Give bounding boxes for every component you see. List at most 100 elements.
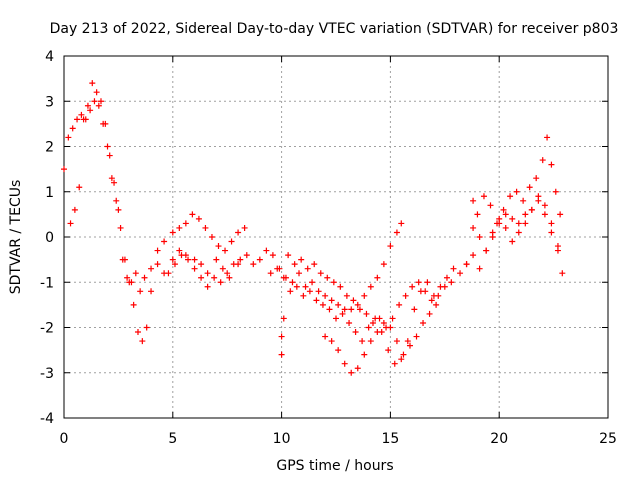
data-point: [548, 220, 555, 227]
data-point: [322, 333, 329, 340]
data-point: [119, 256, 126, 263]
data-point: [374, 274, 381, 281]
data-point: [535, 197, 542, 204]
y-tick-label: 0: [45, 230, 54, 246]
data-point: [211, 274, 218, 281]
data-point: [243, 252, 250, 259]
chart-title: Day 213 of 2022, Sidereal Day-to-day VTE…: [50, 21, 619, 37]
data-point: [148, 288, 155, 295]
data-points: [61, 80, 566, 376]
data-point: [415, 279, 422, 286]
data-point: [171, 261, 178, 268]
data-point: [380, 319, 387, 326]
data-point: [393, 338, 400, 345]
data-point: [280, 274, 287, 281]
data-point: [278, 351, 285, 358]
data-point: [448, 279, 455, 286]
data-point: [544, 134, 551, 141]
data-point: [256, 256, 263, 263]
data-point: [522, 220, 529, 227]
data-point: [346, 319, 353, 326]
data-point: [396, 301, 403, 308]
data-point: [230, 261, 237, 268]
data-point: [383, 324, 390, 331]
x-tick-label: 5: [168, 431, 177, 447]
data-point: [269, 252, 276, 259]
data-point: [333, 315, 339, 322]
data-point: [191, 265, 198, 272]
data-point: [108, 175, 115, 182]
data-point: [322, 292, 329, 299]
data-point: [420, 319, 427, 326]
data-point: [374, 329, 381, 336]
data-point: [78, 111, 85, 118]
data-point: [137, 288, 144, 295]
data-point: [476, 234, 483, 240]
data-point: [165, 270, 172, 277]
data-point: [359, 338, 366, 345]
data-point: [104, 143, 111, 150]
data-point: [404, 338, 411, 345]
x-tick-label: 25: [599, 431, 617, 447]
data-point: [552, 188, 559, 195]
data-point: [76, 184, 83, 191]
data-point: [526, 184, 533, 191]
data-point: [128, 279, 135, 286]
data-point: [278, 333, 285, 340]
data-point: [319, 301, 326, 308]
data-point: [489, 234, 496, 240]
data-point: [67, 220, 74, 227]
y-axis-label: SDTVAR / TECUs: [8, 180, 24, 295]
data-point: [441, 283, 448, 290]
data-point: [557, 211, 564, 218]
x-tick-label: 0: [60, 431, 69, 447]
data-point: [470, 224, 477, 231]
data-point: [176, 224, 183, 231]
data-point: [117, 224, 124, 231]
data-point: [328, 297, 335, 304]
data-point: [385, 347, 392, 354]
y-tick-label: -2: [40, 321, 54, 337]
data-point: [124, 274, 131, 281]
data-point: [539, 157, 546, 164]
data-point: [541, 211, 548, 218]
data-point: [348, 306, 355, 313]
data-point: [470, 252, 477, 259]
data-point: [161, 238, 168, 245]
data-point: [89, 80, 96, 87]
data-point: [483, 247, 490, 254]
data-point: [515, 220, 522, 227]
data-point: [559, 270, 566, 277]
data-point: [435, 292, 442, 299]
data-point: [228, 238, 235, 245]
data-point: [398, 220, 405, 227]
data-point: [130, 301, 137, 308]
data-point: [237, 256, 244, 263]
data-point: [198, 274, 205, 281]
data-point: [393, 229, 400, 236]
data-point: [148, 265, 155, 272]
data-point: [93, 89, 100, 96]
data-point: [208, 234, 215, 240]
data-point: [106, 152, 113, 159]
data-point: [548, 161, 555, 168]
data-point: [474, 211, 481, 218]
data-point: [95, 102, 102, 109]
data-point: [443, 274, 450, 281]
data-point: [341, 360, 348, 367]
data-point: [182, 220, 189, 227]
y-tick-label: -3: [40, 366, 54, 382]
data-point: [470, 197, 477, 204]
data-point: [328, 338, 335, 345]
data-point: [224, 270, 231, 277]
data-point: [367, 338, 374, 345]
data-point: [533, 175, 540, 182]
data-point: [406, 342, 413, 349]
data-point: [241, 224, 248, 231]
data-point: [204, 283, 211, 290]
data-point: [411, 306, 418, 313]
series-trace-b: [67, 80, 248, 295]
y-tick-label: 4: [45, 49, 54, 65]
data-point: [389, 315, 396, 322]
